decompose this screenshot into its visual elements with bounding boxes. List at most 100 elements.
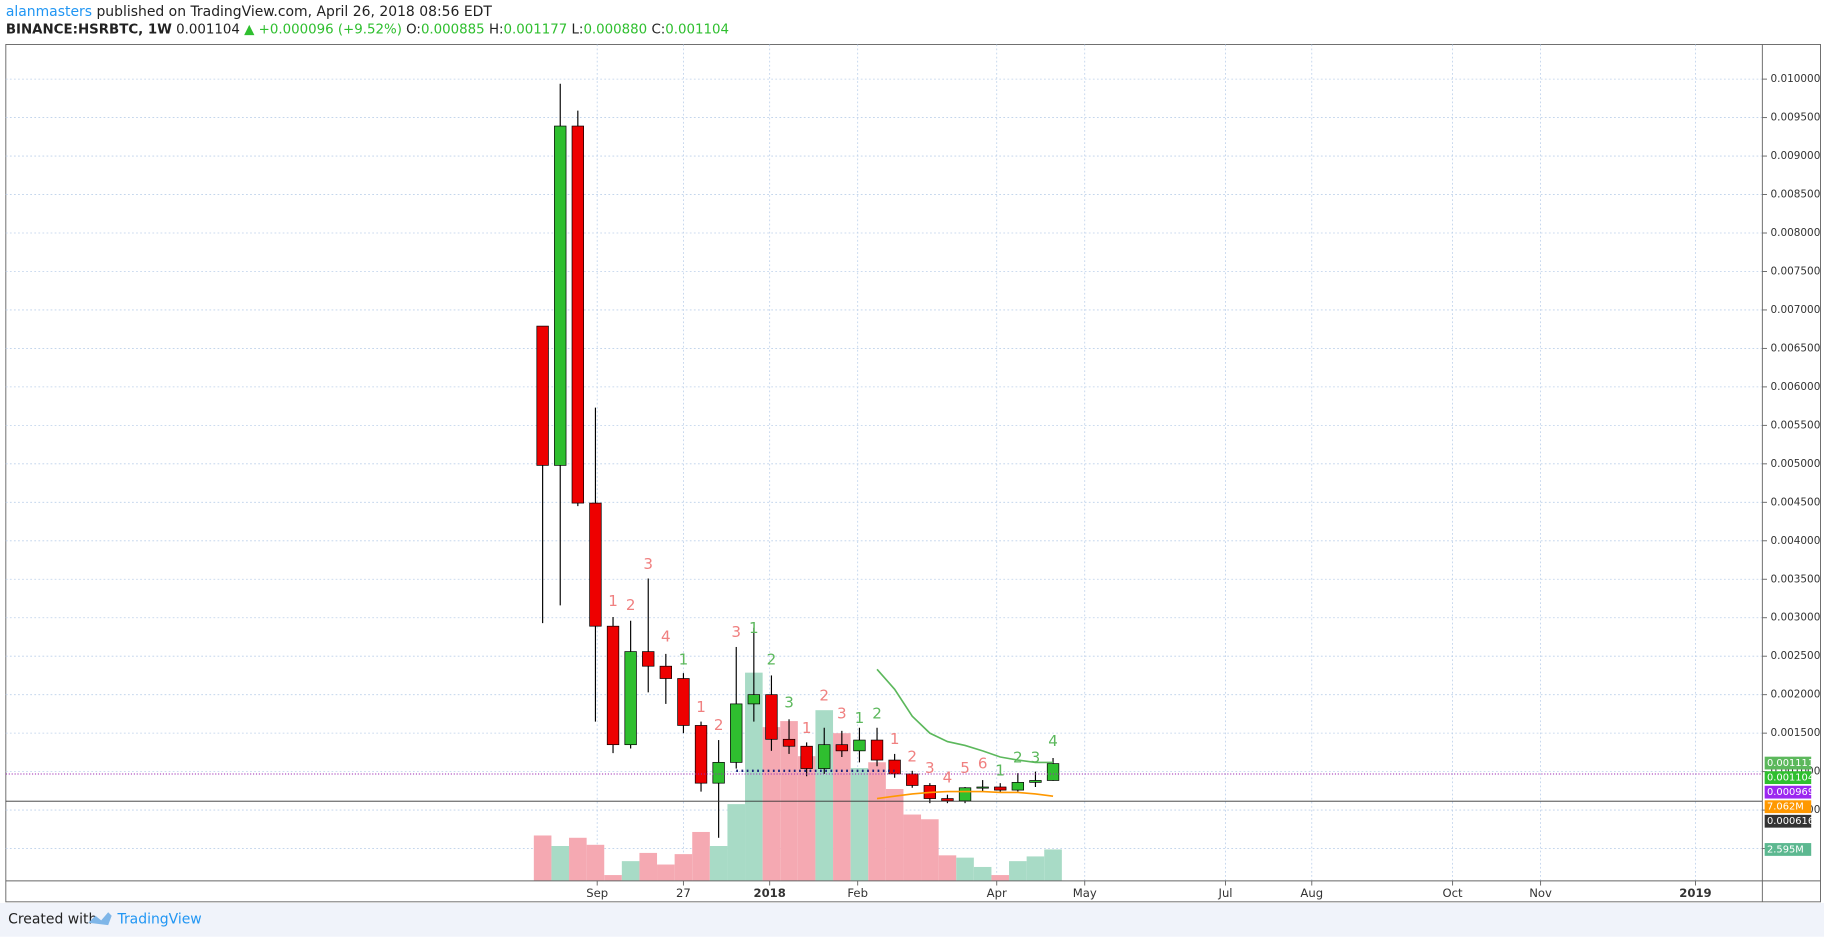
volume-bar: [586, 844, 605, 881]
x-tick-label: 2018: [753, 886, 785, 900]
td-count: 3: [731, 623, 741, 641]
volume-bar: [692, 831, 710, 881]
x-tick-label: Feb: [847, 886, 868, 900]
y-tick-label: 0.009000: [1770, 150, 1820, 162]
price-label-box: [1764, 843, 1812, 856]
price-label: 0.000969: [1767, 787, 1814, 798]
ma-line: [876, 668, 1054, 764]
candle-body: [730, 703, 743, 763]
open-value: 0.000885: [421, 22, 485, 37]
price-label: 0.000616: [1767, 816, 1814, 827]
td-count: 1: [696, 698, 706, 716]
candle-body: [835, 744, 849, 752]
price-label-box: [1764, 800, 1812, 814]
candle-body: [1029, 780, 1042, 783]
candle-body: [765, 694, 778, 740]
y-tick-label: 0.004000: [1770, 535, 1820, 547]
y-tick-label: 0.005000: [1770, 458, 1820, 470]
x-tick-label: Jul: [1218, 886, 1233, 900]
header-line: alanmasters published on TradingView.com…: [6, 4, 493, 20]
td-count: 2: [626, 596, 636, 614]
volume-bar: [621, 861, 640, 881]
td-count: 3: [925, 759, 935, 777]
volume-bar: [727, 804, 746, 881]
volume-bar: [639, 852, 658, 881]
x-tick-label: 27: [676, 886, 691, 900]
volume-bar: [1044, 849, 1062, 881]
y-tick-label: 0.002000: [1770, 689, 1820, 701]
high-value: 0.001177: [503, 22, 567, 37]
volume-bar: [709, 846, 728, 881]
td-count: 3: [643, 555, 653, 573]
td-count: 1: [855, 709, 865, 727]
td-count: 1: [995, 761, 1005, 779]
x-tick-label: Aug: [1300, 886, 1323, 900]
candle-body: [782, 738, 796, 747]
volume-bar: [938, 855, 957, 881]
candle-body: [994, 786, 1007, 791]
volume-bar: [657, 864, 675, 881]
volume-bar: [762, 727, 781, 881]
td-count: 4: [661, 627, 671, 645]
o-label: O:: [406, 22, 421, 37]
low-value: 0.000880: [583, 22, 647, 37]
y-tick-label: 0.004500: [1770, 496, 1820, 508]
td-count: 3: [837, 704, 847, 722]
td-count: 1: [802, 719, 812, 737]
candle-body: [941, 798, 954, 802]
footer-created: Created with: [8, 911, 97, 927]
td-count: 2: [907, 747, 917, 765]
candle-body: [571, 125, 584, 504]
candle-body: [853, 739, 866, 752]
y-tick-label: 0.003000: [1770, 612, 1820, 624]
candle-body: [818, 744, 831, 769]
candle-body: [589, 502, 602, 627]
volume-bar: [973, 866, 992, 881]
change: ▲ +0.000096 (+9.52%): [244, 22, 402, 37]
y-tick-label: 0.008500: [1770, 189, 1820, 201]
volume-bar: [991, 875, 1010, 881]
volume-bar: [1026, 856, 1045, 881]
close-value: 0.001104: [665, 22, 729, 37]
x-tick-label: Sep: [586, 886, 608, 900]
candle-body: [677, 678, 690, 726]
y-tick-label: 0.006000: [1770, 381, 1820, 393]
y-tick-label: 0.002500: [1770, 650, 1820, 662]
td-count: 6: [978, 754, 988, 772]
volume-bar: [956, 857, 974, 881]
candle-body: [694, 725, 708, 784]
last-price: 0.001104: [176, 22, 240, 37]
td-count: 3: [784, 694, 794, 712]
footer-bar: [0, 902, 1824, 937]
y-tick-label: 0.010000: [1770, 73, 1820, 85]
footer-logo[interactable]: [88, 912, 112, 926]
y-tick-label: 0.001500: [1770, 727, 1820, 739]
author[interactable]: alanmasters: [6, 4, 92, 20]
candle-body: [1011, 782, 1025, 791]
candle-body: [958, 787, 972, 802]
ma-line: [876, 790, 1054, 800]
price-label-box: [1764, 756, 1812, 770]
td-count: 4: [943, 768, 953, 786]
y-tick-label: 0.007000: [1770, 304, 1820, 316]
volume-bar: [921, 819, 939, 881]
candle-body: [554, 125, 567, 466]
td-count: 4: [1048, 732, 1058, 750]
price-label: 0.001111: [1767, 758, 1814, 769]
candle-body: [712, 762, 725, 784]
volume-bar: [885, 788, 904, 881]
y-tick-label: 0.008000: [1770, 227, 1820, 239]
td-count: 1: [749, 619, 759, 637]
td-count: 2: [819, 687, 829, 705]
volume-bar: [569, 837, 587, 881]
td-count: 5: [960, 759, 970, 777]
footer-brand[interactable]: TradingView: [116, 911, 201, 927]
volume-bar: [903, 814, 922, 881]
h-label: H:: [489, 22, 504, 37]
volume-bar: [533, 835, 552, 881]
price-label: 7.062M: [1767, 802, 1804, 813]
l-label: L:: [571, 22, 583, 37]
price-label-box: [1764, 771, 1812, 785]
